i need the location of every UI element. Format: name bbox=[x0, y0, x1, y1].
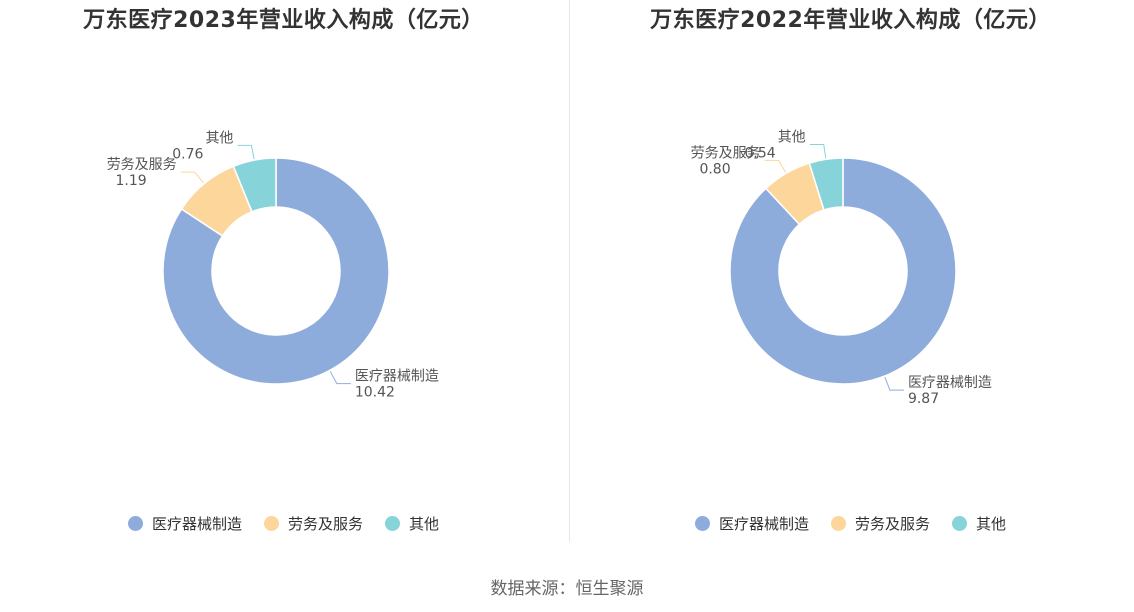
legend-item-other[interactable]: 其他 bbox=[952, 513, 1006, 534]
legend-marker-manufacturing bbox=[694, 516, 710, 531]
leader-line-other bbox=[237, 144, 255, 160]
leader-line-other bbox=[809, 143, 827, 159]
legend-label-other: 其他 bbox=[409, 515, 440, 533]
slice-value-manufacturing: 9.87 bbox=[908, 391, 939, 407]
legend-item-other[interactable]: 其他 bbox=[385, 513, 439, 534]
legend-marker-services bbox=[263, 516, 279, 531]
legend-label-manufacturing: 医疗器械制造 bbox=[718, 515, 809, 533]
slice-other[interactable] bbox=[232, 157, 277, 213]
slice-value-other: 0.54 bbox=[745, 145, 776, 161]
legend-marker-other bbox=[385, 516, 400, 531]
slice-label-services: 劳务及服务 bbox=[107, 157, 177, 173]
leader-line-manufacturing bbox=[884, 376, 904, 391]
chart-title-2022: 万东医疗2022年营业收入构成（亿元） bbox=[650, 8, 1051, 33]
legend-marker-other bbox=[952, 516, 967, 531]
legend-2023: 医疗器械制造 劳务及服务 其他 bbox=[0, 513, 567, 534]
slice-manufacturing[interactable] bbox=[162, 157, 390, 385]
legend-label-services: 劳务及服务 bbox=[854, 515, 930, 533]
leader-line-services bbox=[180, 171, 204, 184]
leader-line-manufacturing bbox=[329, 371, 351, 385]
slice-label-other: 其他 bbox=[205, 130, 233, 146]
slice-label-manufacturing: 医疗器械制造 bbox=[908, 375, 992, 391]
legend-item-manufacturing[interactable]: 医疗器械制造 bbox=[127, 513, 242, 534]
legend-marker-services bbox=[830, 516, 846, 531]
slice-value-other: 0.76 bbox=[172, 146, 203, 162]
panel-divider bbox=[569, 0, 570, 542]
slice-label-services: 劳务及服务 bbox=[691, 145, 761, 161]
legend-marker-manufacturing bbox=[127, 516, 143, 531]
legend-label-manufacturing: 医疗器械制造 bbox=[151, 515, 242, 533]
chart-title-2023: 万东医疗2023年营业收入构成（亿元） bbox=[83, 8, 484, 33]
legend-label-other: 其他 bbox=[976, 515, 1007, 533]
slice-value-services: 1.19 bbox=[116, 173, 147, 189]
slice-other[interactable] bbox=[808, 157, 844, 211]
leader-line-services bbox=[764, 159, 787, 173]
slice-manufacturing[interactable] bbox=[729, 157, 957, 385]
chart-panel-2022: 万东医疗2022年营业收入构成（亿元） 医疗器械制造 9.87 劳务及服务 0.80 其… bbox=[567, 0, 1134, 545]
chart-panel-2023: 万东医疗2023年营业收入构成（亿元） 医疗器械制造 10.42 劳务及服务 1.19… bbox=[0, 0, 567, 545]
data-source: 数据来源：恒生聚源 bbox=[490, 579, 644, 599]
legend-2022: 医疗器械制造 劳务及服务 其他 bbox=[567, 513, 1134, 534]
legend-item-services[interactable]: 劳务及服务 bbox=[830, 513, 930, 534]
slice-label-other: 其他 bbox=[778, 129, 806, 145]
slice-value-services: 0.80 bbox=[699, 161, 730, 177]
legend-label-services: 劳务及服务 bbox=[287, 515, 363, 533]
slice-label-manufacturing: 医疗器械制造 bbox=[355, 369, 439, 385]
legend-item-manufacturing[interactable]: 医疗器械制造 bbox=[694, 513, 809, 534]
slice-value-manufacturing: 10.42 bbox=[355, 385, 395, 401]
legend-item-services[interactable]: 劳务及服务 bbox=[263, 513, 363, 534]
